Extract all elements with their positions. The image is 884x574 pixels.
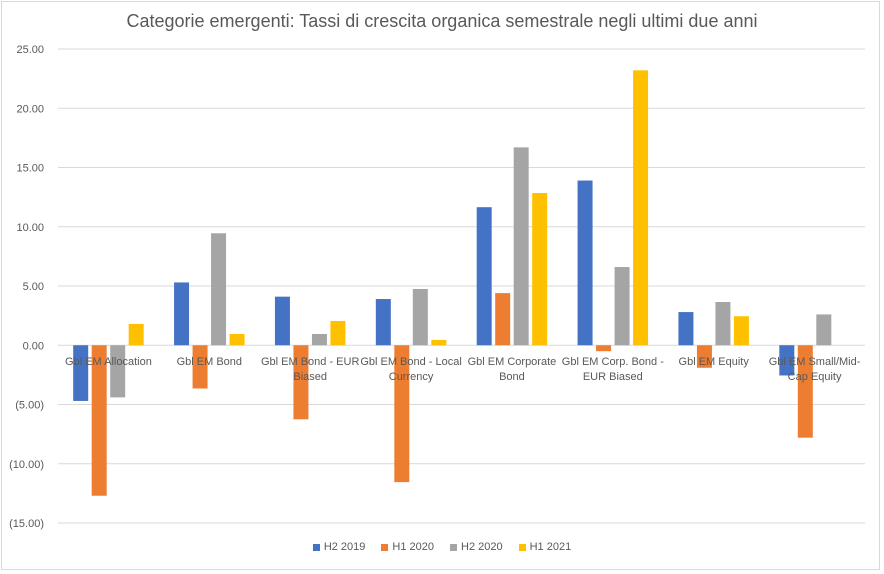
- legend-item: H2 2019: [312, 541, 366, 553]
- bar-h1-2021: [128, 323, 144, 346]
- category-label: Gbl EM Small/Mid-Cap Equity: [769, 356, 861, 383]
- category-labels: Gbl EM Allocation Gbl EM Bond Gbl EM Bond …: [65, 356, 861, 383]
- legend-label: H2 2019: [323, 541, 366, 553]
- category-label: Gbl EM Allocation: [65, 356, 152, 368]
- y-tick-label: 15.00: [16, 163, 44, 175]
- legend-label: H1 2021: [529, 541, 572, 553]
- bar-h1-2020: [394, 345, 410, 483]
- gridlines: [58, 48, 865, 524]
- bar-h2-2019: [577, 180, 593, 346]
- legend-swatch: [381, 543, 389, 551]
- bar-h1-2021: [431, 339, 447, 346]
- bar-h1-2020: [797, 345, 813, 438]
- category-label: Gbl EM Corporate Bond: [468, 356, 557, 383]
- y-tick-label: (5.00): [15, 400, 44, 412]
- category-label: Gbl EM Equity: [679, 356, 750, 368]
- category-label: Gbl EM Bond - Local Currency: [360, 356, 462, 383]
- y-tick-label: 0.00: [23, 340, 44, 352]
- bar-h1-2021: [229, 333, 245, 346]
- y-tick-label: 10.00: [16, 222, 44, 234]
- bar-h2-2019: [779, 345, 795, 376]
- category-label: Gbl EM Corp. Bond -EUR Biased: [562, 356, 664, 383]
- bar-h1-2021: [532, 192, 548, 346]
- legend-item: H1 2020: [381, 541, 434, 553]
- bar-h1-2020: [293, 345, 309, 420]
- category-label: Gbl EM Bond - EUR Biased: [261, 356, 359, 383]
- bars: [73, 70, 832, 496]
- bar-h2-2020: [110, 345, 126, 398]
- bar-h1-2021: [330, 320, 346, 346]
- y-tick-label: 25.00: [16, 44, 44, 56]
- bar-h2-2020: [513, 147, 529, 346]
- legend-swatch: [450, 543, 457, 551]
- bar-h2-2019: [73, 345, 89, 401]
- bar-h2-2019: [476, 207, 492, 346]
- bar-h1-2021: [633, 70, 649, 346]
- y-tick-label: (15.00): [9, 518, 44, 530]
- y-tick-label: (10.00): [9, 459, 44, 471]
- category-label: Gbl EM Bond: [177, 356, 242, 368]
- bar-h2-2020: [311, 333, 327, 346]
- bar-h1-2020: [192, 345, 208, 389]
- legend-swatch: [518, 543, 526, 551]
- bar-h2-2020: [715, 301, 731, 346]
- y-tick-label: 5.00: [23, 281, 44, 293]
- legend-swatch: [312, 543, 320, 551]
- bar-h1-2020: [495, 293, 511, 346]
- bar-h2-2019: [174, 282, 190, 346]
- legend-item: H1 2021: [518, 541, 572, 553]
- bar-h2-2020: [816, 314, 832, 346]
- bar-h1-2020: [596, 345, 612, 352]
- legend: H2 2019 H1 2020 H2 2020 H1 2021: [0, 541, 884, 553]
- bar-h2-2019: [274, 296, 290, 346]
- bar-h2-2020: [614, 267, 630, 346]
- y-tick-label: 20.00: [16, 103, 44, 115]
- bar-h2-2019: [678, 312, 694, 346]
- legend-label: H2 2020: [461, 541, 503, 553]
- bar-h2-2020: [211, 233, 227, 346]
- y-axis-ticks: 25.00 20.00 15.00 10.00 5.00 0.00 (5.00) (10.00…: [9, 44, 44, 530]
- bar-h1-2021: [733, 316, 749, 346]
- bar-h2-2020: [412, 288, 428, 346]
- chart-title: Categorie emergenti: Tassi di crescita o…: [126, 11, 758, 31]
- bar-h2-2019: [375, 299, 391, 346]
- bar-h1-2020: [91, 345, 107, 496]
- legend-label: H1 2020: [392, 541, 434, 553]
- bar-h1-2020: [696, 345, 712, 368]
- legend-item: H2 2020: [450, 541, 503, 553]
